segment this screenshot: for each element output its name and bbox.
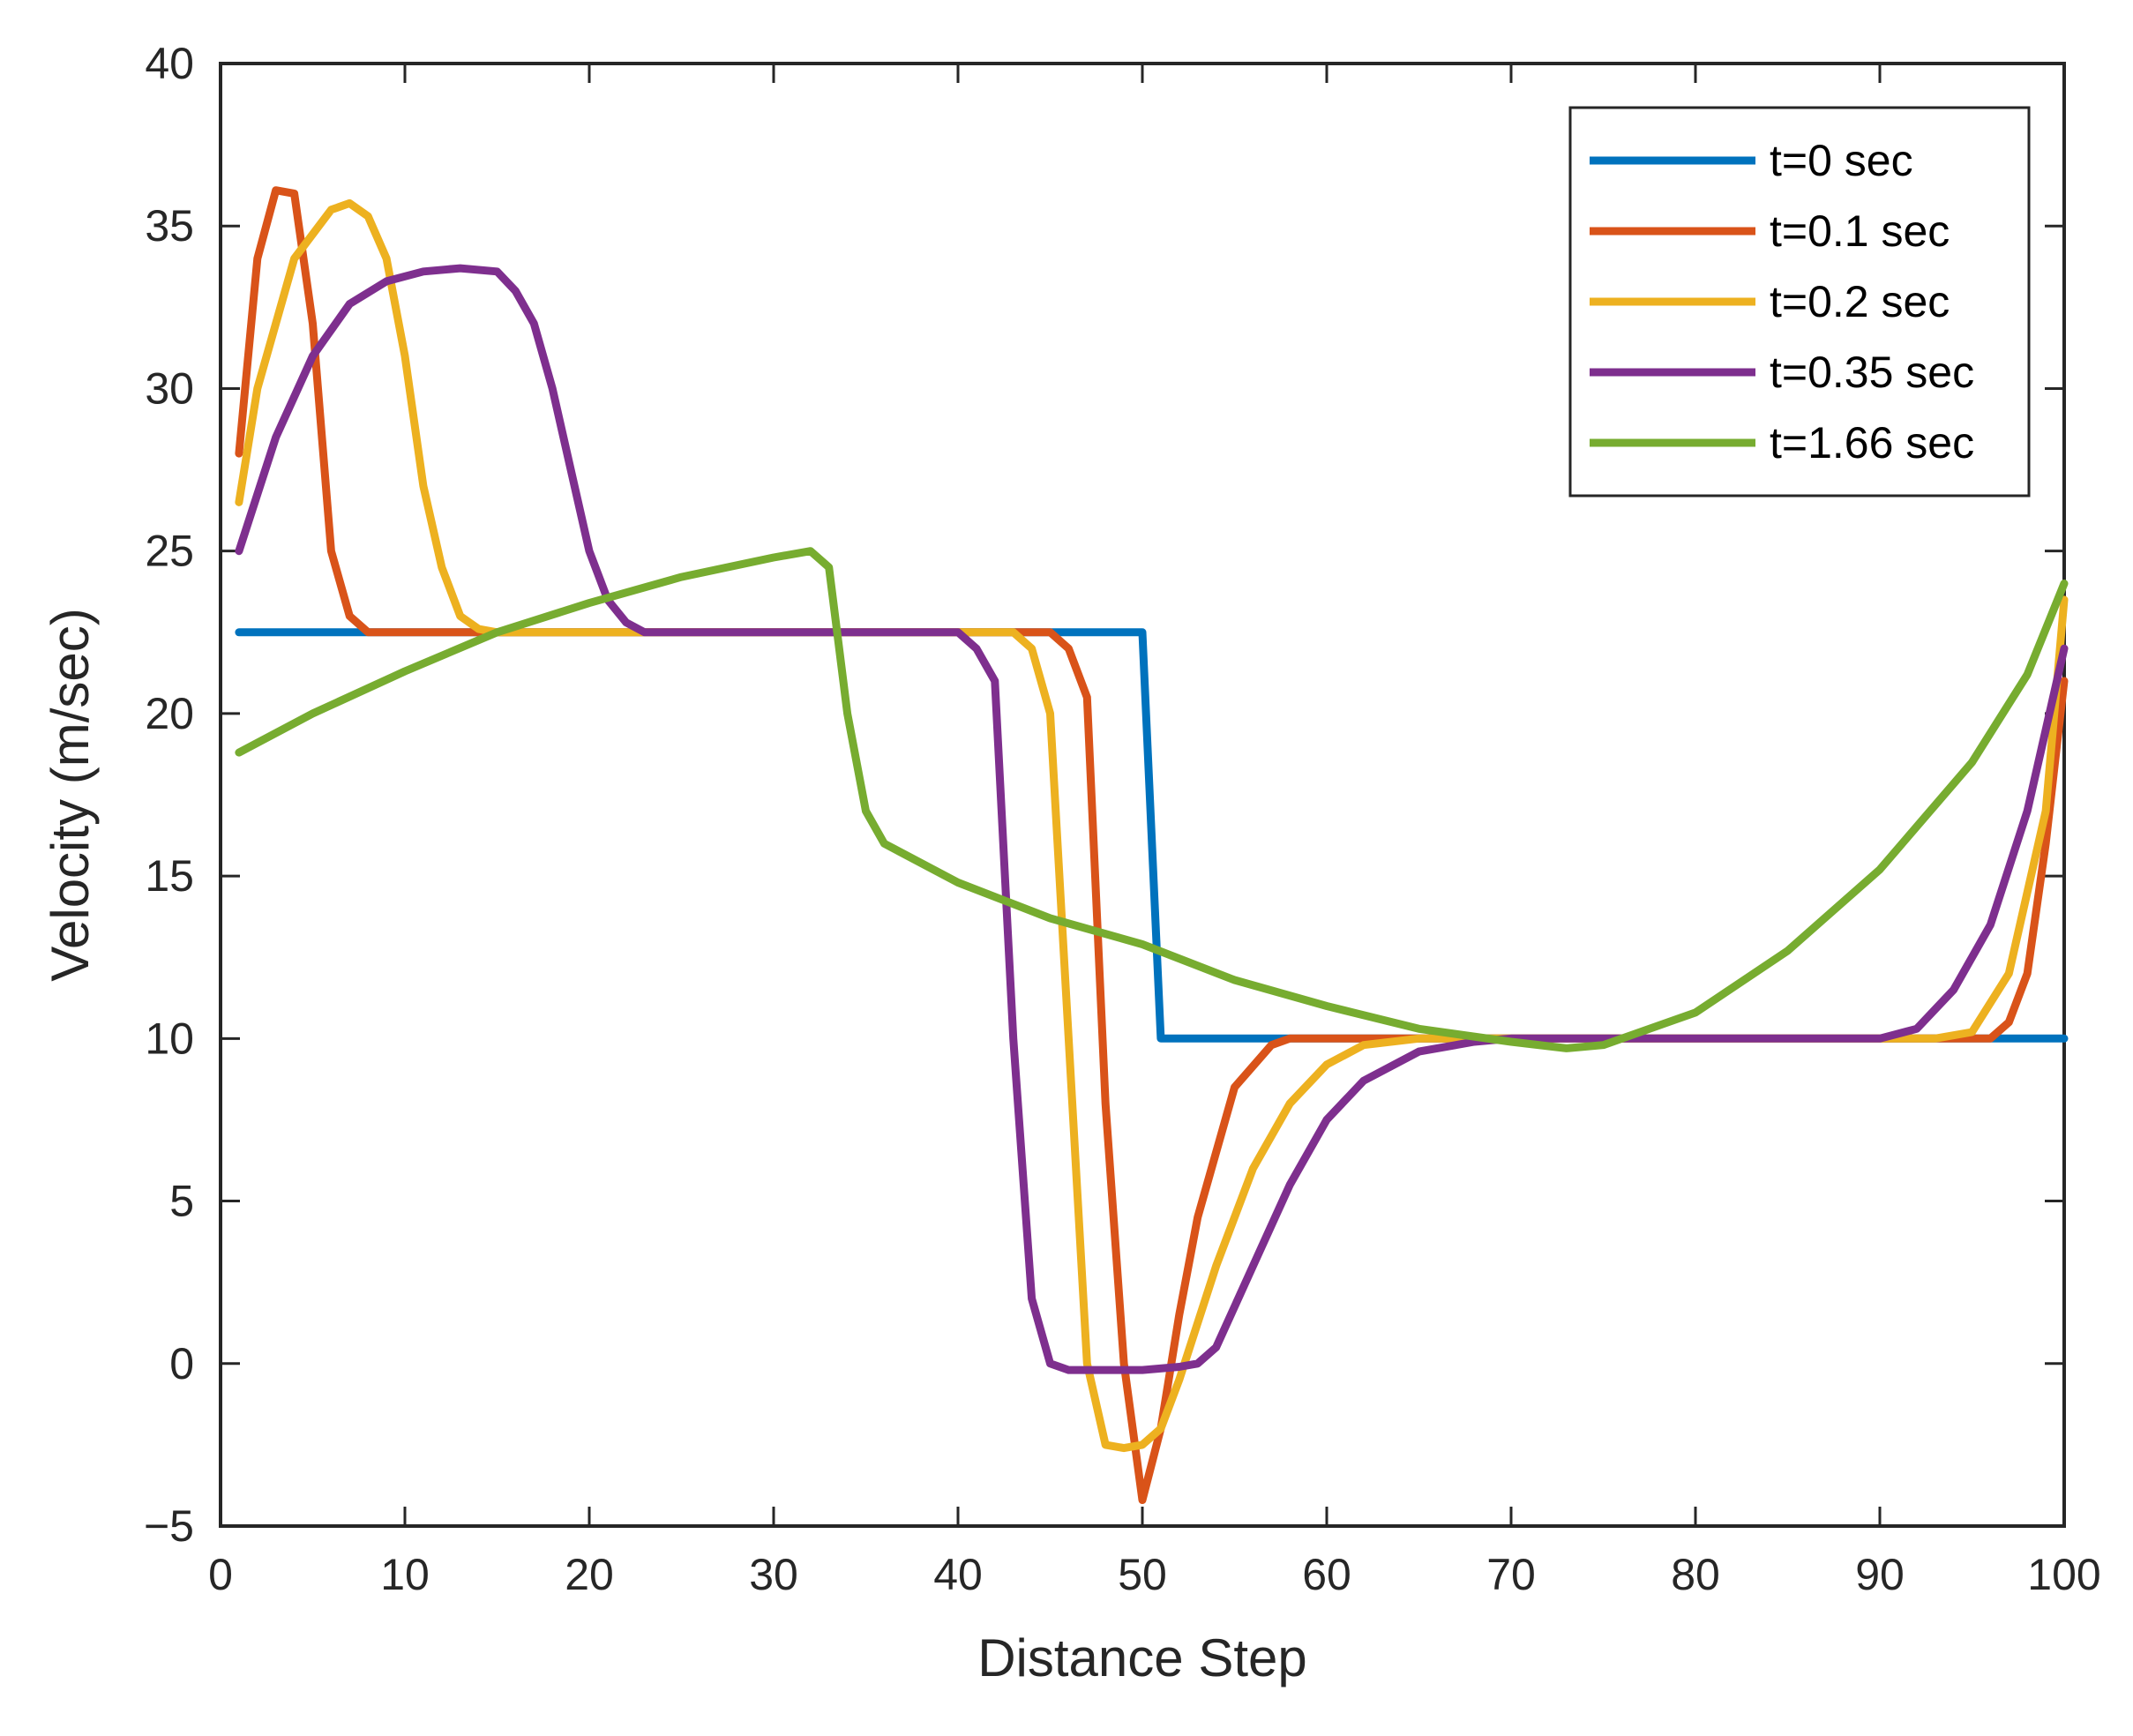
x-tick-label: 60 — [1302, 1550, 1351, 1599]
x-tick-label: 100 — [2027, 1550, 2100, 1599]
y-axis-tick-labels: −5 0 5 10 15 20 25 30 35 40 — [144, 39, 194, 1551]
x-tick-label: 20 — [565, 1550, 614, 1599]
x-axis-tick-labels: 0 10 20 30 40 50 60 70 80 90 100 — [208, 1550, 2101, 1599]
x-tick-label: 70 — [1486, 1550, 1536, 1599]
x-tick-label: 10 — [380, 1550, 430, 1599]
legend-label-5: t=1.66 sec — [1770, 418, 1974, 468]
x-tick-label: 0 — [208, 1550, 233, 1599]
x-axis-title: Distance Step — [977, 1628, 1307, 1687]
series-line-5 — [235, 547, 2069, 1052]
series-lines — [235, 186, 2069, 1504]
legend: t=0 sec t=0.1 sec t=0.2 sec t=0.35 sec t=1.6… — [1568, 106, 2031, 498]
y-tick-label: 0 — [169, 1339, 194, 1388]
y-tick-label: 5 — [169, 1177, 194, 1226]
axis-ticks — [219, 62, 2066, 1528]
legend-label-4: t=0.35 sec — [1770, 348, 1974, 397]
x-tick-label: 30 — [749, 1550, 798, 1599]
y-tick-label: 15 — [145, 851, 194, 901]
y-tick-label: 40 — [145, 39, 194, 88]
y-tick-label: 10 — [145, 1014, 194, 1063]
y-axis-title: Velocity (m/sec) — [41, 608, 100, 981]
y-tick-label: −5 — [144, 1501, 194, 1551]
y-tick-label: 25 — [145, 527, 194, 576]
x-tick-label: 80 — [1671, 1550, 1720, 1599]
x-tick-label: 90 — [1855, 1550, 1905, 1599]
x-tick-label: 40 — [933, 1550, 983, 1599]
y-tick-label: 35 — [145, 201, 194, 251]
legend-label-3: t=0.2 sec — [1770, 277, 1950, 326]
y-tick-label: 20 — [145, 689, 194, 738]
x-tick-label: 50 — [1118, 1550, 1167, 1599]
y-tick-label: 30 — [145, 363, 194, 413]
legend-label-2: t=0.1 sec — [1770, 206, 1950, 256]
legend-label-1: t=0 sec — [1770, 136, 1913, 185]
